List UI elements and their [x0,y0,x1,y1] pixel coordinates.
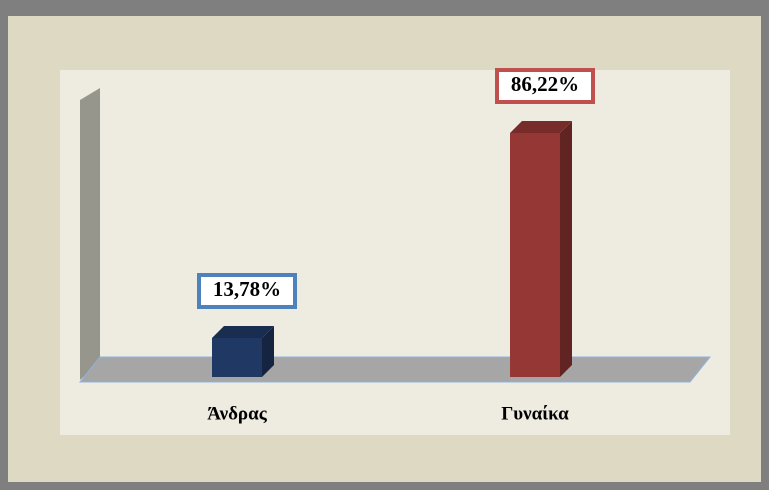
bar-top [510,120,572,133]
floor [78,356,712,383]
x-tick-label: Άνδρας [207,403,267,424]
value-label: 86,22% [511,72,579,96]
bar-side [560,120,572,377]
value-label-box [197,273,297,310]
back-wall [80,88,100,380]
value-label: 13,78% [213,277,281,301]
bars: Άνδρας 13,78% Γυναίκα 86,22% [197,67,595,424]
bar [212,338,262,377]
bar-top [212,326,274,339]
x-tick-label: Γυναίκα [501,403,569,424]
bar [510,132,560,377]
bar-side [262,326,274,377]
value-label-box [495,67,595,104]
